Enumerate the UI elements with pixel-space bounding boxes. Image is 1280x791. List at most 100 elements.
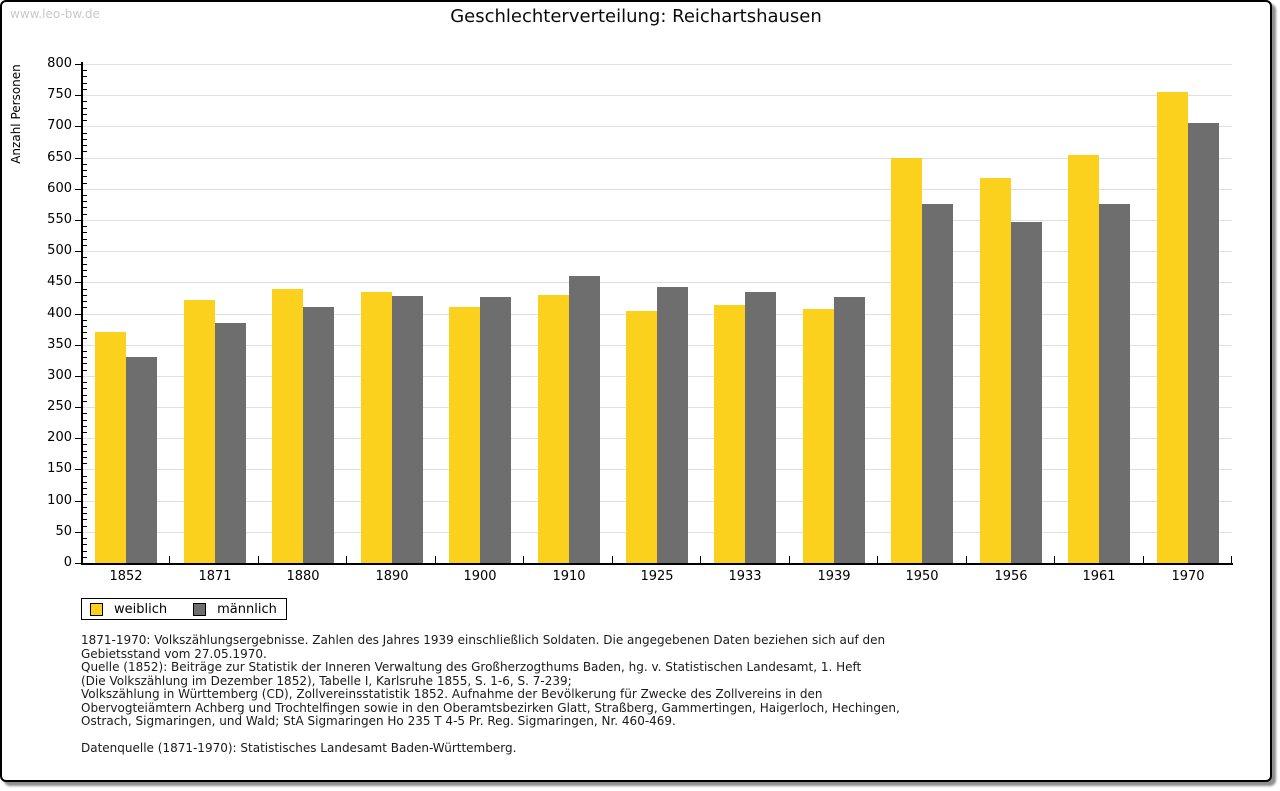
bar-maennlich [569, 276, 600, 563]
x-boundary-tick [435, 556, 436, 563]
y-major-tick [75, 345, 82, 346]
y-tick-label: 150 [47, 461, 72, 476]
y-minor-tick [83, 432, 87, 433]
bar-weiblich [1157, 92, 1188, 563]
bar-maennlich [1011, 222, 1042, 563]
bar-weiblich [891, 158, 922, 563]
y-tick-label: 700 [47, 118, 72, 133]
y-major-tick [75, 220, 82, 221]
legend-label-weiblich: weiblich [114, 601, 168, 617]
y-minor-tick [83, 519, 87, 520]
y-minor-tick [83, 338, 87, 339]
y-minor-tick [83, 494, 87, 495]
y-minor-tick [83, 482, 87, 483]
x-axis-line [81, 563, 1233, 565]
footnotes: 1871-1970: Volkszählungsergebnisse. Zahl… [81, 633, 941, 756]
y-minor-tick [83, 89, 87, 90]
bar-weiblich [184, 300, 215, 563]
y-minor-tick [83, 388, 87, 389]
y-minor-tick [83, 245, 87, 246]
datasource-line: Datenquelle (1871-1970): Statistisches L… [81, 741, 517, 755]
y-major-tick [75, 158, 82, 159]
footnote-line: Obervogteiämtern Achberg und Trochtelfin… [81, 700, 900, 715]
y-minor-tick [83, 444, 87, 445]
y-minor-tick [83, 195, 87, 196]
y-minor-tick [83, 488, 87, 489]
y-minor-tick [83, 276, 87, 277]
x-boundary-tick [258, 556, 259, 563]
y-minor-tick [83, 457, 87, 458]
y-tick-label: 500 [47, 243, 72, 258]
y-minor-tick [83, 270, 87, 271]
y-minor-tick [83, 370, 87, 371]
x-tick-label: 1970 [1171, 569, 1205, 584]
x-tick-label: 1900 [463, 569, 497, 584]
footnote-line: Volkszählung in Württemberg (CD), Zollve… [81, 687, 823, 701]
legend-label-maennlich: männlich [217, 601, 277, 617]
y-tick-label: 650 [47, 150, 72, 165]
bar-maennlich [834, 297, 865, 563]
bar-weiblich [449, 307, 480, 563]
y-major-tick [75, 251, 82, 252]
x-boundary-tick [346, 556, 347, 563]
y-minor-tick [83, 538, 87, 539]
y-minor-tick [83, 426, 87, 427]
y-minor-tick [83, 544, 87, 545]
y-major-tick [75, 64, 82, 65]
y-major-tick [75, 563, 82, 564]
footnote-line: Ostrach, Sigmaringen, und Wald; StA Sigm… [81, 714, 676, 728]
bar-weiblich [538, 295, 569, 563]
y-minor-tick [83, 120, 87, 121]
y-major-tick [75, 282, 82, 283]
y-axis-line [81, 62, 83, 565]
y-minor-tick [83, 351, 87, 352]
y-tick-label: 0 [63, 555, 72, 570]
y-minor-tick [83, 301, 87, 302]
bar-weiblich [626, 311, 657, 563]
y-minor-tick [83, 70, 87, 71]
y-minor-tick [83, 382, 87, 383]
x-tick-label: 1956 [994, 569, 1028, 584]
x-tick-label: 1939 [817, 569, 851, 584]
y-tick-label: 200 [47, 430, 72, 445]
y-minor-tick [83, 145, 87, 146]
y-major-tick [75, 314, 82, 315]
gridline [83, 282, 1232, 283]
y-minor-tick [83, 357, 87, 358]
bar-weiblich [980, 178, 1011, 563]
bar-weiblich [272, 289, 303, 563]
x-tick-label: 1925 [640, 569, 674, 584]
watermark: www.leo-bw.de [10, 7, 100, 21]
y-major-tick [75, 438, 82, 439]
x-tick-label: 1852 [109, 569, 143, 584]
bar-maennlich [745, 292, 776, 563]
y-minor-tick [83, 114, 87, 115]
bar-maennlich [480, 297, 511, 563]
y-minor-tick [83, 557, 87, 558]
y-minor-tick [83, 264, 87, 265]
legend-swatch-weiblich [90, 602, 103, 616]
bar-maennlich [215, 323, 246, 563]
y-minor-tick [83, 289, 87, 290]
y-tick-label: 600 [47, 181, 72, 196]
y-major-tick [75, 189, 82, 190]
x-boundary-tick [612, 556, 613, 563]
x-boundary-tick [169, 556, 170, 563]
y-minor-tick [83, 463, 87, 464]
y-tick-label: 800 [47, 56, 72, 71]
y-minor-tick [83, 226, 87, 227]
bar-maennlich [922, 204, 953, 563]
bar-weiblich [1068, 155, 1099, 563]
y-tick-label: 400 [47, 306, 72, 321]
y-tick-label: 100 [47, 493, 72, 508]
y-major-tick [75, 126, 82, 127]
x-tick-label: 1961 [1082, 569, 1116, 584]
y-minor-tick [83, 239, 87, 240]
y-tick-label: 450 [47, 274, 72, 289]
x-tick-label: 1910 [552, 569, 586, 584]
x-boundary-tick [1143, 556, 1144, 563]
y-minor-tick [83, 108, 87, 109]
bar-weiblich [95, 332, 126, 563]
y-minor-tick [83, 363, 87, 364]
